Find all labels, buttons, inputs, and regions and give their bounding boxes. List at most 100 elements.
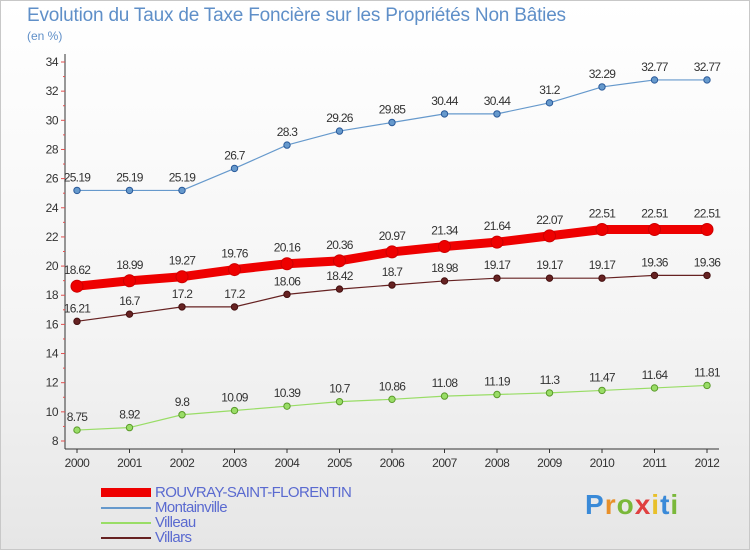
data-label: 10.7	[329, 382, 351, 396]
data-label: 16.21	[64, 301, 92, 315]
data-point	[700, 222, 714, 236]
y-tick-label: 32	[46, 84, 59, 98]
legend-label: ROUVRAY-SAINT-FLORENTIN	[155, 484, 352, 501]
y-tick-label: 26	[46, 172, 59, 186]
legend-item: ROUVRAY-SAINT-FLORENTIN	[101, 484, 352, 501]
proxiti-logo: Proxiti	[585, 489, 680, 520]
data-label: 21.64	[484, 219, 512, 233]
x-tick-label: 2006	[380, 456, 406, 470]
data-label: 8.92	[119, 408, 141, 422]
x-tick-label: 2005	[327, 456, 353, 470]
data-point	[598, 386, 606, 395]
data-point	[703, 381, 711, 390]
data-point	[440, 392, 449, 400]
x-tick-label: 2001	[117, 456, 143, 470]
legend-swatch	[101, 488, 151, 497]
data-point	[335, 285, 344, 293]
data-point	[123, 274, 136, 288]
data-point	[440, 277, 449, 285]
data-label: 10.39	[274, 386, 302, 400]
data-point	[388, 395, 396, 404]
x-tick-label: 2009	[537, 456, 563, 470]
data-label: 29.85	[379, 102, 407, 116]
data-point	[283, 141, 291, 149]
data-point	[335, 127, 344, 135]
x-tick-label: 2000	[65, 456, 91, 470]
y-tick-label: 22	[46, 230, 59, 244]
data-point	[490, 235, 504, 249]
legend-label: Villeau	[155, 514, 196, 531]
data-point	[333, 254, 346, 268]
legend-item: Villeau	[101, 515, 351, 530]
legend-label: Montainville	[155, 499, 228, 516]
data-point	[73, 186, 81, 195]
data-point	[545, 274, 554, 282]
data-label: 22.51	[694, 206, 722, 220]
x-tick-label: 2010	[590, 456, 616, 470]
data-label: 19.36	[641, 255, 669, 269]
data-label: 11.3	[540, 373, 561, 387]
data-label: 9.8	[175, 395, 191, 409]
data-point	[178, 186, 186, 195]
data-point	[230, 303, 239, 311]
data-point	[230, 164, 239, 173]
x-tick-label: 2002	[170, 456, 196, 470]
data-label: 32.29	[589, 67, 617, 81]
x-tick-label: 2003	[222, 456, 248, 470]
data-label: 18.99	[116, 258, 144, 272]
data-point	[545, 389, 554, 397]
data-label: 19.17	[536, 258, 564, 272]
data-point	[703, 271, 711, 280]
data-label: 21.34	[431, 224, 459, 238]
y-tick-label: 24	[46, 201, 59, 215]
data-point	[73, 317, 81, 326]
x-tick-label: 2004	[275, 456, 301, 470]
y-tick-label: 18	[46, 288, 59, 302]
data-label: 22.51	[641, 206, 669, 220]
y-tick-label: 20	[46, 259, 59, 273]
data-label: 18.7	[382, 265, 404, 279]
y-tick-label: 10	[46, 405, 59, 419]
data-label: 17.2	[224, 287, 246, 301]
data-label: 30.44	[484, 94, 512, 108]
legend-swatch	[101, 521, 151, 524]
data-point	[438, 240, 451, 254]
y-tick-label: 16	[46, 317, 59, 331]
data-point	[545, 99, 554, 107]
y-tick-label: 14	[46, 347, 59, 361]
legend-label: Villars	[155, 529, 192, 546]
data-label: 18.62	[64, 263, 92, 277]
data-point	[650, 271, 659, 280]
x-tick-label: 2008	[485, 456, 511, 470]
data-point	[178, 411, 186, 419]
data-point	[125, 423, 134, 432]
data-label: 25.19	[116, 170, 144, 184]
data-label: 20.97	[379, 229, 407, 243]
data-label: 10.09	[221, 391, 249, 405]
chart-legend: ROUVRAY-SAINT-FLORENTIN Montainville Ville…	[101, 484, 352, 546]
data-point	[703, 76, 711, 84]
data-label: 20.36	[326, 238, 354, 252]
data-point	[335, 397, 344, 406]
data-point	[283, 290, 291, 299]
data-label: 11.47	[589, 370, 616, 384]
x-tick-label: 2007	[432, 456, 458, 470]
y-tick-label: 12	[46, 376, 59, 390]
data-point	[388, 281, 396, 289]
data-label: 18.06	[274, 274, 302, 288]
data-label: 11.08	[432, 376, 459, 390]
legend-swatch	[101, 506, 151, 509]
data-point	[385, 245, 399, 259]
data-label: 32.77	[641, 60, 669, 74]
data-point	[125, 310, 134, 318]
data-point	[125, 186, 134, 195]
data-point	[230, 406, 239, 415]
data-point	[493, 274, 501, 282]
data-label: 19.76	[221, 247, 249, 261]
data-label: 29.26	[326, 111, 354, 125]
data-point	[283, 402, 291, 410]
data-point	[440, 110, 449, 118]
data-label: 18.98	[431, 261, 459, 275]
